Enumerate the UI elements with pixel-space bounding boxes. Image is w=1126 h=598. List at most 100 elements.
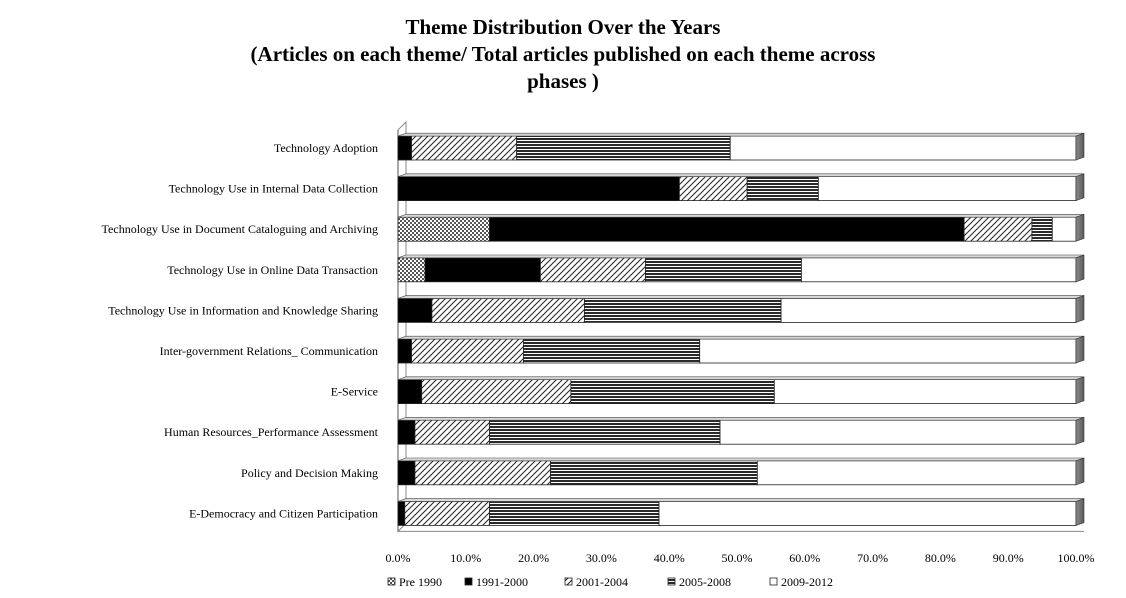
category-label-technology-use-in-document-cataloguing-and-archiving: Technology Use in Document Cataloguing a… <box>102 222 378 236</box>
bar-technology-use-in-internal-data-collection-2009-2012 <box>817 176 1077 202</box>
bar-row-e-service <box>397 376 1085 405</box>
bar-end-cap-technology-use-in-internal-data-collection <box>1075 173 1085 202</box>
bar-human-resources-performance-assessment-2005-2008 <box>489 419 721 445</box>
bar-row-human-resources-performance-assessment <box>397 416 1085 445</box>
bar-inter-government-relations-communication-2001-2004 <box>411 338 524 364</box>
bar-technology-use-in-document-cataloguing-and-archiving-2009-2012 <box>1051 216 1077 242</box>
bar-policy-and-decision-making-2009-2012 <box>756 460 1077 486</box>
bar-e-democracy-and-citizen-participation-2009-2012 <box>658 500 1077 526</box>
x-tick-label: 40.0% <box>654 551 685 565</box>
legend-label-2005-2008: 2005-2008 <box>679 575 731 589</box>
bar-technology-use-in-document-cataloguing-and-archiving-1991-2000 <box>489 216 965 242</box>
chart-title-line-2: (Articles on each theme/ Total articles … <box>250 42 876 66</box>
bar-human-resources-performance-assessment-1991-2000 <box>397 419 416 445</box>
bar-e-democracy-and-citizen-participation-2005-2008 <box>489 500 660 526</box>
legend-swatch-2009-2012 <box>769 577 778 586</box>
x-tick-label: 10.0% <box>450 551 481 565</box>
legend-swatch-pre-1990 <box>387 577 396 586</box>
x-tick-label: 20.0% <box>518 551 549 565</box>
bar-row-inter-government-relations-communication <box>397 335 1085 364</box>
bar-row-technology-use-in-internal-data-collection <box>397 173 1085 202</box>
bar-row-e-democracy-and-citizen-participation <box>397 498 1085 526</box>
bar-end-cap-technology-use-in-document-cataloguing-and-archiving <box>1075 213 1085 242</box>
bar-technology-use-in-internal-data-collection-1991-2000 <box>397 176 680 202</box>
bar-top-face-inter-government-relations-communication <box>397 335 1085 340</box>
x-tick-label: 70.0% <box>857 551 888 565</box>
chart-title-line-1: Theme Distribution Over the Years <box>405 15 721 39</box>
legend-label-2009-2012: 2009-2012 <box>781 575 833 589</box>
chart-title: Theme Distribution Over the Years (Artic… <box>0 14 1126 95</box>
bar-technology-use-in-online-data-transaction-2009-2012 <box>801 257 1077 283</box>
bar-row-technology-use-in-information-and-knowledge-sharing <box>397 295 1085 323</box>
bar-end-cap-human-resources-performance-assessment <box>1075 416 1085 445</box>
bar-technology-use-in-information-and-knowledge-sharing-2009-2012 <box>780 297 1077 323</box>
bar-e-democracy-and-citizen-participation-2001-2004 <box>404 500 490 526</box>
bar-e-service-1991-2000 <box>397 379 423 405</box>
bar-row-policy-and-decision-making <box>397 457 1085 486</box>
category-label-policy-and-decision-making: Policy and Decision Making <box>241 466 378 480</box>
bar-technology-use-in-information-and-knowledge-sharing-2001-2004 <box>431 297 585 323</box>
bar-inter-government-relations-communication-1991-2000 <box>397 338 412 364</box>
legend-swatch-2001-2004 <box>564 577 573 586</box>
bar-inter-government-relations-communication-2005-2008 <box>523 338 701 364</box>
bar-end-cap-technology-adoption <box>1075 132 1085 161</box>
bar-policy-and-decision-making-1991-2000 <box>397 460 416 486</box>
bar-technology-use-in-online-data-transaction-2001-2004 <box>539 257 646 283</box>
bar-top-face-technology-use-in-online-data-transaction <box>397 254 1085 259</box>
legend-label-1991-2000: 1991-2000 <box>476 575 528 589</box>
bar-row-technology-adoption <box>397 132 1085 161</box>
category-label-technology-use-in-information-and-knowledge-sharing: Technology Use in Information and Knowle… <box>108 303 378 317</box>
bar-technology-use-in-online-data-transaction-pre-1990 <box>397 257 426 283</box>
x-tick-label: 100.0% <box>1058 551 1095 565</box>
legend-item-2009-2012: 2009-2012 <box>769 575 833 589</box>
bar-top-face-technology-adoption <box>397 132 1085 137</box>
bar-top-face-e-democracy-and-citizen-participation <box>397 498 1085 502</box>
bar-technology-adoption-2005-2008 <box>516 135 731 161</box>
bar-technology-use-in-document-cataloguing-and-archiving-2001-2004 <box>963 216 1033 242</box>
legend-item-2001-2004: 2001-2004 <box>564 575 628 589</box>
bar-end-cap-inter-government-relations-communication <box>1075 335 1085 364</box>
bar-technology-adoption-2001-2004 <box>411 135 518 161</box>
category-label-human-resources-performance-assessment: Human Resources_Performance Assessment <box>164 425 379 439</box>
bar-e-service-2009-2012 <box>773 379 1077 405</box>
bar-top-face-e-service <box>397 376 1085 380</box>
bar-row-technology-use-in-online-data-transaction <box>397 254 1085 283</box>
bar-human-resources-performance-assessment-2009-2012 <box>719 419 1077 445</box>
bar-human-resources-performance-assessment-2001-2004 <box>414 419 490 445</box>
bar-technology-use-in-online-data-transaction-2005-2008 <box>645 257 802 283</box>
bar-end-cap-technology-use-in-information-and-knowledge-sharing <box>1075 295 1085 323</box>
chart-title-line-3: phases ) <box>527 69 599 93</box>
category-label-technology-use-in-internal-data-collection: Technology Use in Internal Data Collecti… <box>169 182 378 196</box>
legend-label-pre-1990: Pre 1990 <box>399 575 442 589</box>
bar-top-face-technology-use-in-internal-data-collection <box>397 173 1085 177</box>
x-tick-label: 0.0% <box>386 551 411 565</box>
bar-e-democracy-and-citizen-participation-1991-2000 <box>397 500 406 526</box>
bar-technology-use-in-information-and-knowledge-sharing-1991-2000 <box>397 297 433 323</box>
bar-top-face-human-resources-performance-assessment <box>397 417 1085 421</box>
bar-end-cap-policy-and-decision-making <box>1075 457 1085 486</box>
bar-row-technology-use-in-document-cataloguing-and-archiving <box>397 213 1085 242</box>
x-tick-label: 60.0% <box>789 551 820 565</box>
bar-top-face-policy-and-decision-making <box>397 457 1085 462</box>
legend-swatch-1991-2000 <box>464 577 473 586</box>
bar-end-cap-technology-use-in-online-data-transaction <box>1075 254 1085 283</box>
legend-layer: Pre 1990 1991-2000 2001-2004 2005-2008 2009-… <box>387 575 833 589</box>
category-label-technology-adoption: Technology Adoption <box>274 141 378 155</box>
bar-policy-and-decision-making-2001-2004 <box>414 460 551 486</box>
bars-layer <box>397 132 1085 526</box>
bar-technology-use-in-document-cataloguing-and-archiving-pre-1990 <box>397 216 490 242</box>
x-tick-label: 90.0% <box>993 551 1024 565</box>
x-tick-label: 30.0% <box>586 551 617 565</box>
category-label-e-service: E-Service <box>331 385 378 399</box>
bar-end-cap-e-democracy-and-citizen-participation <box>1075 498 1085 526</box>
category-label-inter-government-relations-communication: Inter-government Relations_ Communicatio… <box>160 344 378 358</box>
bar-top-face-technology-use-in-document-cataloguing-and-archiving <box>397 214 1085 218</box>
bar-inter-government-relations-communication-2009-2012 <box>699 338 1077 364</box>
bar-policy-and-decision-making-2005-2008 <box>550 460 758 486</box>
legend-item-1991-2000: 1991-2000 <box>464 575 528 589</box>
legend-item-pre-1990: Pre 1990 <box>387 575 442 589</box>
bar-technology-use-in-document-cataloguing-and-archiving-2005-2008 <box>1031 216 1053 242</box>
x-tick-label: 50.0% <box>722 551 753 565</box>
